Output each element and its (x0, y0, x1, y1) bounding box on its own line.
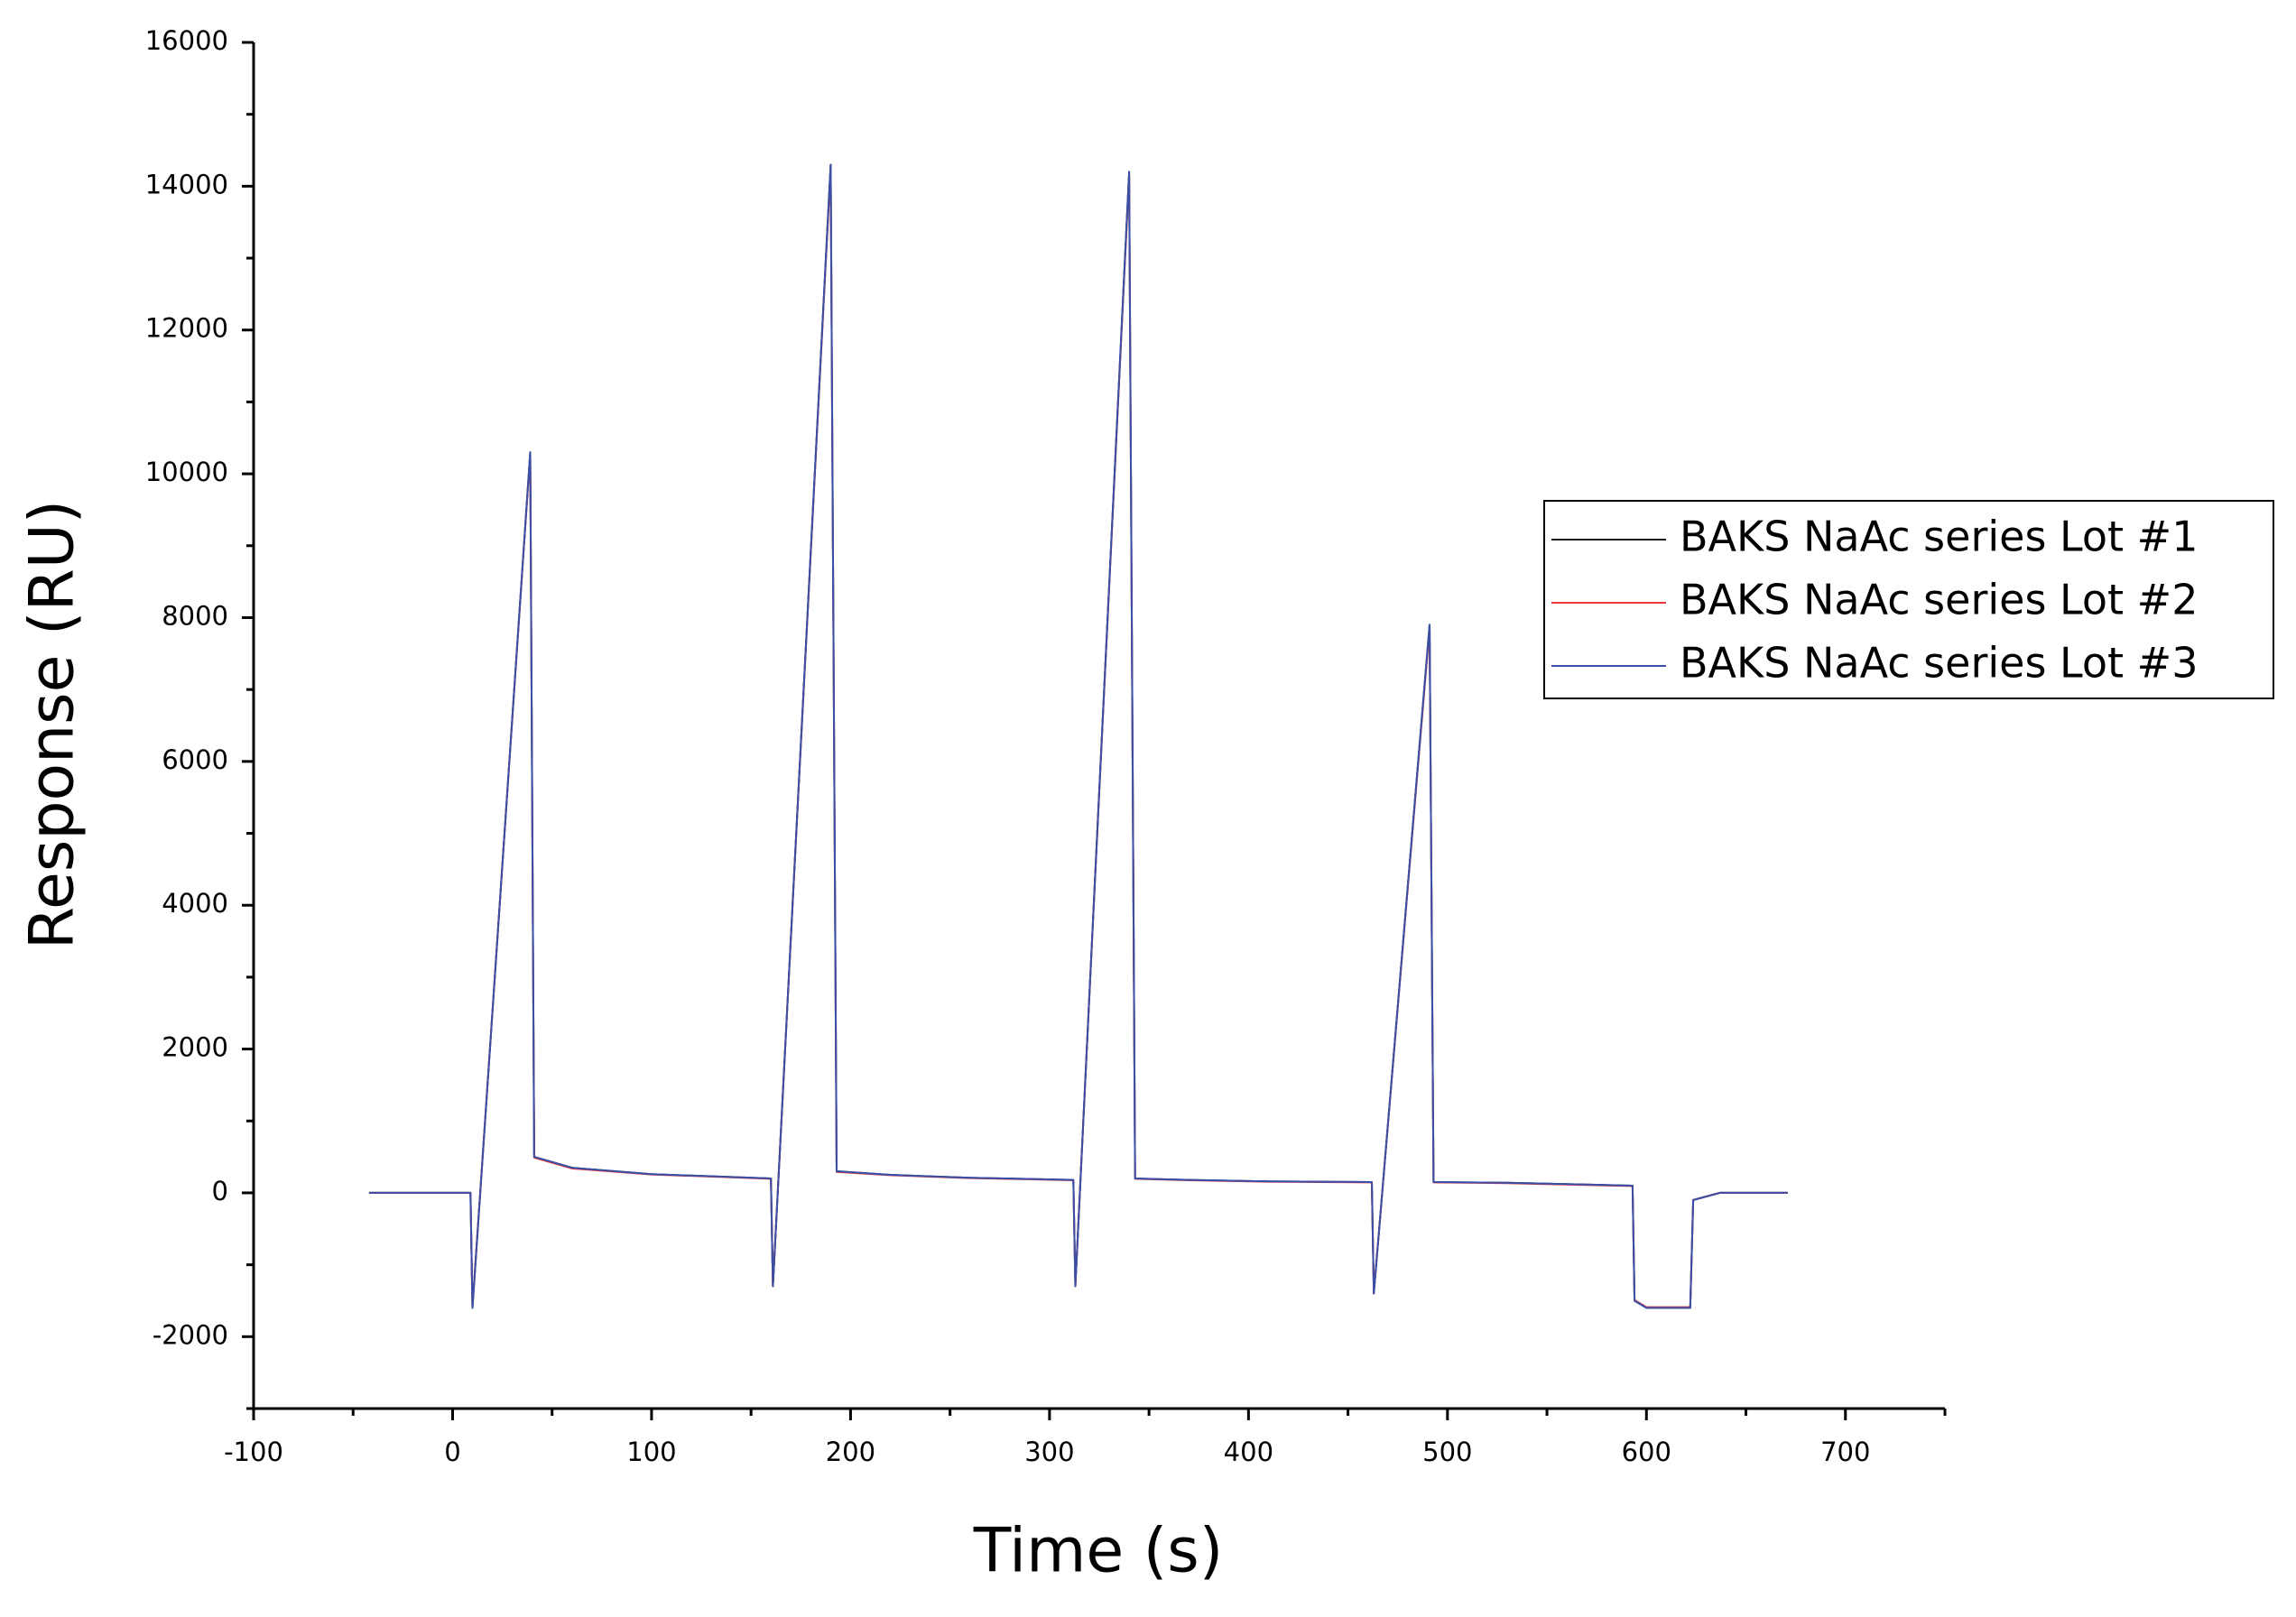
y-tick-label: 6000 (162, 744, 228, 775)
x-axis-title: Time (s) (973, 1516, 1224, 1587)
series-line (368, 163, 1788, 1309)
x-tick-label: 600 (1622, 1437, 1671, 1467)
y-tick-label: 12000 (145, 313, 228, 344)
legend: BAKS NaAc series Lot #1 BAKS NaAc series … (1543, 500, 2274, 699)
legend-label: BAKS NaAc series Lot #1 (1680, 513, 2198, 561)
y-axis-title: Response (RU) (17, 500, 88, 949)
x-tick-label: -100 (224, 1437, 283, 1467)
series-line (368, 163, 1788, 1309)
y-tick-label: 16000 (145, 25, 228, 56)
y-tick-label: 8000 (162, 600, 228, 631)
y-tick-label: 0 (212, 1176, 228, 1206)
x-tick-label: 400 (1224, 1437, 1273, 1467)
x-tick-label: 300 (1024, 1437, 1074, 1467)
y-tick-label: -2000 (153, 1319, 228, 1350)
y-tick-label: 14000 (145, 169, 228, 199)
y-tick-label: 2000 (162, 1032, 228, 1063)
x-tick-label: 200 (826, 1437, 875, 1467)
x-tick-label: 500 (1422, 1437, 1472, 1467)
legend-label: BAKS NaAc series Lot #2 (1680, 576, 2198, 624)
legend-label: BAKS NaAc series Lot #3 (1680, 639, 2198, 688)
x-tick-label: 0 (444, 1437, 460, 1467)
y-tick-label: 4000 (162, 888, 228, 919)
x-tick-label: 100 (626, 1437, 676, 1467)
y-tick-label: 10000 (145, 457, 228, 487)
x-tick-label: 700 (1820, 1437, 1870, 1467)
series-line (368, 167, 1788, 1308)
